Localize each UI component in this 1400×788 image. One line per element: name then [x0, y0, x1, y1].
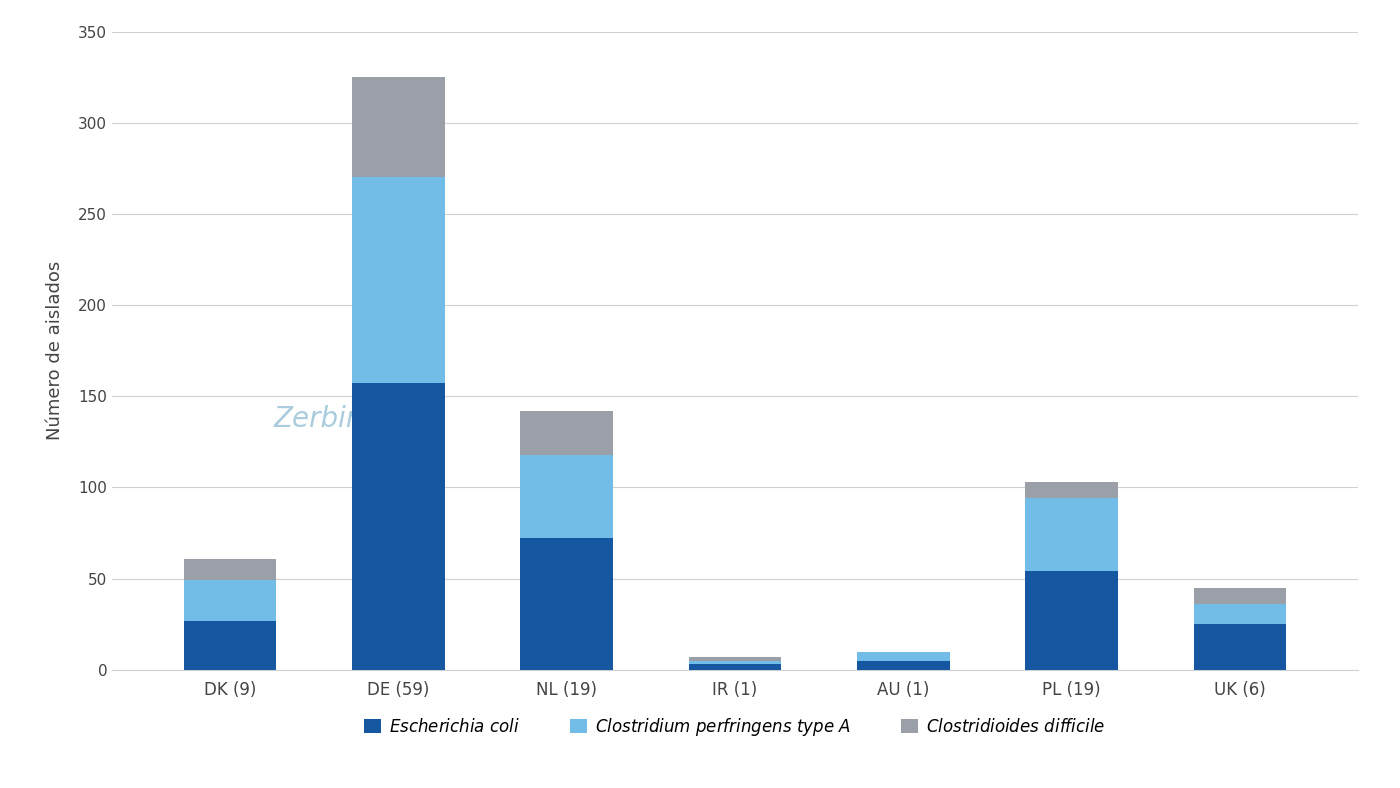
Bar — [521, 538, 613, 670]
Bar — [689, 660, 781, 664]
Bar — [1025, 498, 1119, 571]
Text: Zerbin et al.: Zerbin et al. — [274, 405, 444, 433]
Bar — [857, 660, 949, 670]
Bar — [689, 664, 781, 670]
Bar — [1194, 604, 1287, 624]
Bar — [183, 559, 276, 581]
Y-axis label: Número de aislados: Número de aislados — [46, 261, 64, 440]
Bar — [1025, 571, 1119, 670]
Bar — [689, 657, 781, 660]
Bar — [521, 455, 613, 538]
Bar — [857, 652, 949, 660]
Bar — [183, 581, 276, 621]
Bar — [351, 384, 445, 670]
Bar — [1194, 624, 1287, 670]
Bar — [183, 621, 276, 670]
Bar — [1025, 482, 1119, 498]
Bar — [521, 411, 613, 455]
Bar — [351, 177, 445, 384]
Bar — [351, 77, 445, 177]
Bar — [1194, 588, 1287, 604]
Legend: $\it{Escherichia\ coli}$, $\it{Clostridium\ perfringens\ type\ A}$, $\it{Clostri: $\it{Escherichia\ coli}$, $\it{Clostridi… — [358, 709, 1112, 745]
